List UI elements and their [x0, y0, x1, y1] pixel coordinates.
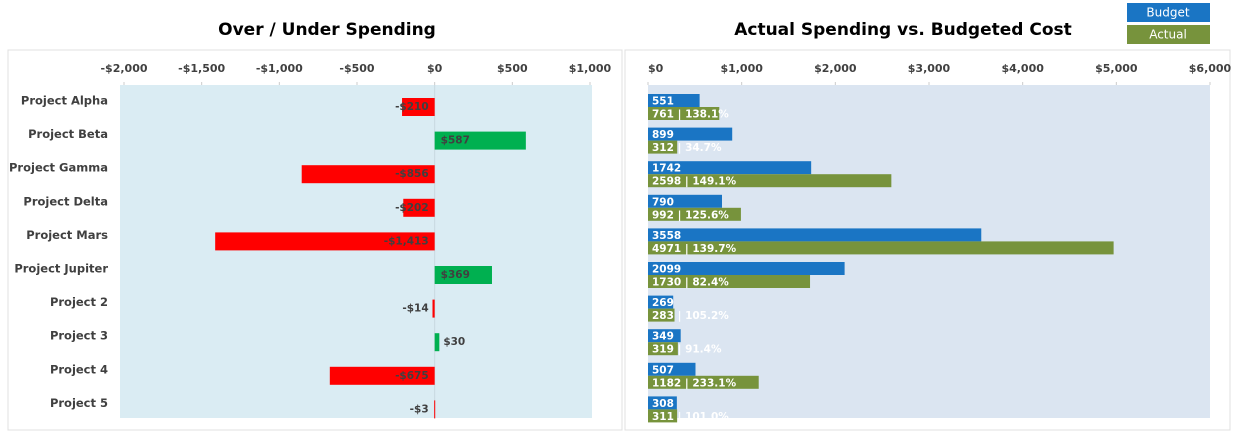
value-label: 4971 | 139.7%	[652, 243, 737, 255]
value-label: 551	[652, 96, 674, 108]
right-panel	[624, 49, 1231, 431]
x-tick-label: -$1,000	[256, 62, 303, 75]
x-tick-label: -$1,500	[178, 62, 225, 75]
value-label: 311 | 101.0%	[652, 411, 729, 423]
x-tick-label: $1,000	[720, 62, 763, 75]
left-panel	[7, 49, 623, 431]
value-label: -$210	[395, 101, 429, 113]
bar	[648, 174, 892, 188]
value-label: 790	[652, 196, 674, 208]
x-tick-label: $4,000	[1001, 62, 1044, 75]
bar	[434, 400, 436, 419]
legend-swatch	[1127, 25, 1210, 44]
value-label: 308	[652, 398, 674, 410]
bar	[434, 266, 492, 284]
value-label: 2598 | 149.1%	[652, 176, 737, 188]
category-label: Project Beta	[28, 127, 108, 141]
bar	[648, 275, 811, 288]
x-tick-label: $0	[427, 62, 443, 75]
value-label: 312 | 34.7%	[652, 142, 722, 154]
category-label: Project 2	[50, 295, 108, 309]
bar	[648, 241, 1114, 255]
bar	[648, 140, 678, 154]
bar	[648, 127, 733, 141]
value-label: 1182 | 233.1%	[652, 377, 737, 389]
bar	[434, 131, 526, 150]
bar	[215, 232, 435, 251]
bar	[648, 228, 982, 242]
value-label: 1730 | 82.4%	[652, 277, 729, 289]
x-tick-label: -$2,000	[100, 62, 147, 75]
bar	[648, 308, 675, 322]
value-label: 992 | 125.6%	[652, 209, 729, 221]
bar	[648, 107, 720, 120]
bar	[648, 409, 678, 423]
x-tick-label: $5,000	[1095, 62, 1138, 75]
bar	[329, 366, 435, 385]
value-label: -$856	[395, 168, 429, 180]
value-label: $369	[441, 269, 470, 281]
bar	[648, 262, 845, 275]
value-label: 761 | 138.1%	[652, 109, 729, 121]
bar	[648, 207, 741, 221]
bar	[648, 161, 812, 175]
value-label: 283 | 105.2%	[652, 310, 729, 322]
value-label: $587	[441, 135, 470, 147]
bar	[648, 329, 681, 343]
bar	[434, 333, 440, 352]
legend-label: Actual	[1149, 28, 1187, 42]
value-label: 2099	[652, 264, 681, 276]
category-label: Project Jupiter	[14, 262, 108, 276]
value-label: $30	[443, 336, 465, 348]
category-label: Project Mars	[26, 228, 108, 242]
value-label: 507	[652, 364, 674, 376]
x-tick-label: $3,000	[908, 62, 951, 75]
value-label: -$202	[395, 202, 429, 214]
value-label: 1742	[652, 163, 681, 175]
category-label: Project 5	[50, 396, 108, 410]
x-tick-label: $500	[497, 62, 528, 75]
x-tick-label: $0	[648, 62, 664, 75]
bar	[301, 165, 435, 184]
x-tick-label: -$500	[339, 62, 375, 75]
x-tick-label: $6,000	[1189, 62, 1232, 75]
value-label: -$675	[395, 370, 429, 382]
value-label: -$1,413	[384, 235, 429, 247]
value-label: 899	[652, 129, 674, 141]
bar	[648, 375, 759, 389]
bar	[648, 295, 674, 309]
bar	[648, 342, 678, 356]
value-label: -$14	[402, 303, 428, 315]
category-label: Project 3	[50, 329, 108, 343]
category-label: Project 4	[50, 362, 108, 376]
value-label: 319 | 91.4%	[652, 344, 722, 356]
bar	[403, 198, 435, 217]
bar	[432, 299, 435, 318]
chart-title: Actual Spending vs. Budgeted Cost	[734, 20, 1072, 40]
value-label: 349	[652, 331, 674, 343]
bar	[648, 94, 700, 107]
legend-swatch	[1127, 3, 1210, 22]
legend-label: Budget	[1146, 6, 1189, 20]
x-tick-label: $1,000	[569, 62, 612, 75]
chart-title: Over / Under Spending	[218, 20, 436, 40]
bar	[648, 194, 722, 208]
bar	[648, 396, 677, 410]
value-label: 3558	[652, 230, 681, 242]
bar	[648, 362, 696, 376]
x-tick-label: $2,000	[814, 62, 857, 75]
bar	[402, 98, 435, 116]
category-label: Project Gamma	[9, 161, 108, 175]
value-label: 269	[652, 297, 674, 309]
category-label: Project Delta	[23, 194, 108, 208]
value-label: -$3	[410, 403, 429, 415]
category-label: Project Alpha	[21, 94, 108, 108]
